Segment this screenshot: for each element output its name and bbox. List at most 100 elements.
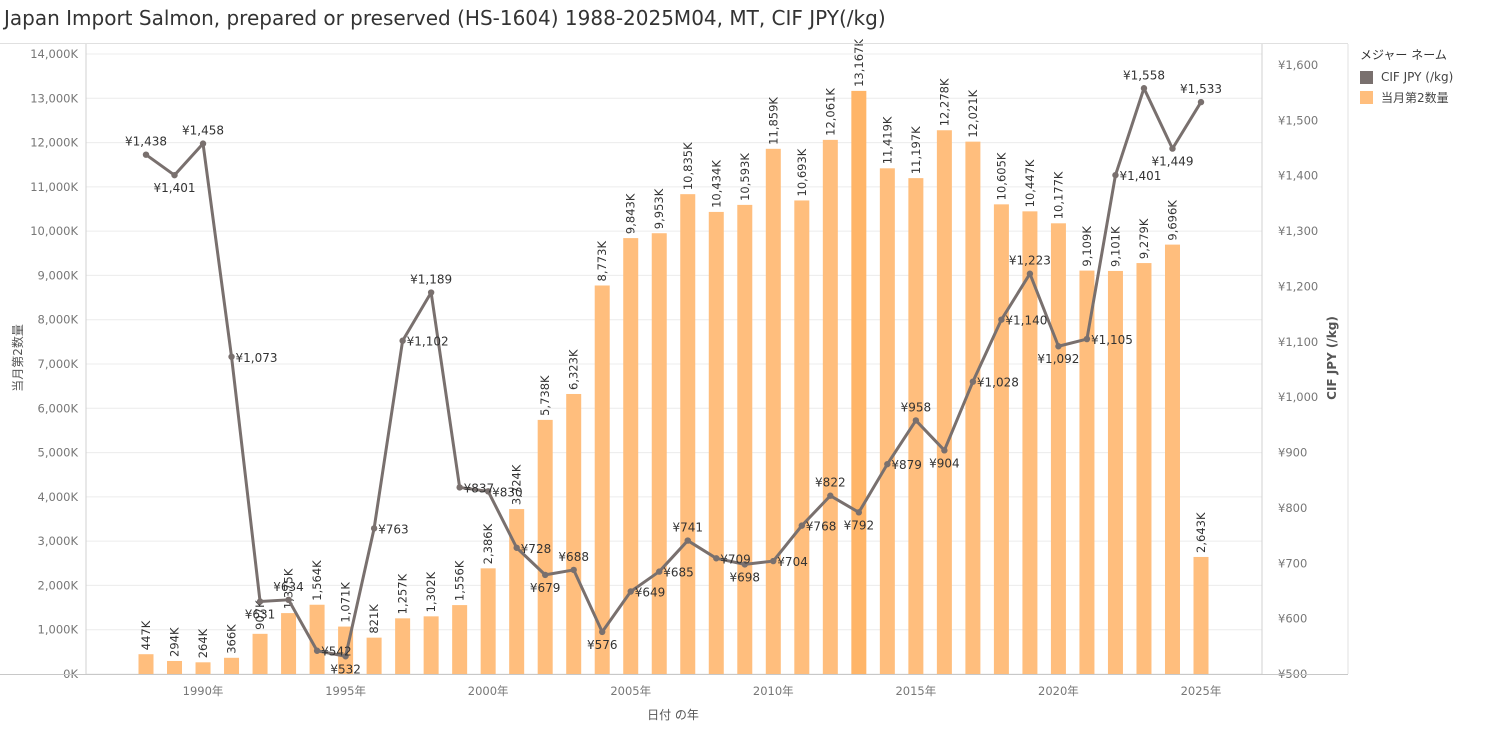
legend-item-quantity[interactable]: 当月第2数量 (1360, 87, 1453, 107)
line-point[interactable] (1083, 335, 1091, 343)
line-point[interactable] (1140, 85, 1148, 92)
line-point[interactable] (399, 337, 406, 344)
line-point[interactable] (827, 492, 834, 499)
line-point[interactable] (798, 522, 806, 529)
bar[interactable] (1164, 244, 1180, 674)
line-point[interactable] (912, 417, 920, 424)
left-tick-label: 4,000K (38, 490, 79, 504)
line-point[interactable] (1112, 171, 1119, 179)
x-tick-label: 2005年 (610, 684, 651, 698)
line-point[interactable] (656, 568, 663, 575)
bar[interactable] (1107, 270, 1123, 674)
bar[interactable] (252, 633, 268, 674)
line-point[interactable] (456, 484, 463, 491)
right-tick-label: ¥1,300 (1278, 224, 1318, 238)
bar[interactable] (566, 393, 582, 674)
line-point-label: ¥1,449 (1151, 155, 1193, 169)
line-point[interactable] (884, 460, 891, 468)
bar[interactable] (1136, 263, 1152, 674)
bar[interactable] (851, 90, 867, 674)
line-series-cif-jpy[interactable] (145, 86, 1203, 658)
line-point[interactable] (570, 566, 577, 574)
bar[interactable] (167, 660, 183, 674)
bar[interactable] (395, 618, 411, 674)
legend-swatch-cif-jpy (1360, 70, 1373, 84)
x-tick-label: 2020年 (1038, 684, 1079, 698)
line-point-label: ¥649 (635, 586, 666, 600)
line-point-label: ¥1,458 (182, 124, 224, 138)
bar[interactable] (309, 604, 325, 674)
bar[interactable] (822, 139, 838, 674)
bar[interactable] (623, 238, 639, 675)
bar[interactable] (480, 568, 496, 674)
line-point[interactable] (541, 571, 549, 579)
line-point-label: ¥688 (558, 550, 589, 564)
bar[interactable] (423, 616, 439, 674)
bar-label: 12,278K (937, 78, 951, 126)
bar[interactable] (879, 168, 895, 674)
bar[interactable] (708, 211, 724, 674)
bar[interactable] (452, 605, 468, 674)
line-point[interactable] (855, 509, 863, 516)
bar[interactable] (965, 141, 981, 675)
line-point[interactable] (285, 596, 292, 604)
bar[interactable] (138, 654, 154, 674)
line-point[interactable] (313, 647, 321, 654)
bar[interactable] (908, 178, 924, 674)
line-point-label: ¥830 (492, 485, 523, 499)
bar[interactable] (1050, 223, 1066, 674)
line-point[interactable] (1055, 343, 1062, 350)
bar[interactable] (594, 285, 610, 674)
line-point-label: ¥1,073 (236, 351, 278, 365)
right-tick-label: ¥1,600 (1278, 58, 1318, 72)
bar[interactable] (1079, 270, 1095, 674)
line-point[interactable] (599, 628, 606, 636)
bar[interactable] (224, 657, 240, 674)
bar-label: 821K (367, 604, 381, 634)
bar-label: 9,843K (624, 193, 638, 234)
bar[interactable] (1022, 211, 1038, 674)
line-point[interactable] (941, 447, 948, 454)
legend: メジャー ネーム CIF JPY (/kg) 当月第2数量 (1360, 46, 1453, 107)
bar[interactable] (537, 419, 553, 674)
line-point[interactable] (228, 353, 235, 360)
bar[interactable] (680, 194, 696, 674)
legend-item-cif-jpy[interactable]: CIF JPY (/kg) (1360, 67, 1453, 87)
line-point[interactable] (969, 378, 977, 385)
line-point[interactable] (256, 598, 264, 605)
line-point[interactable] (513, 544, 520, 551)
line-point-label: ¥768 (806, 520, 837, 534)
line-point[interactable] (484, 488, 492, 495)
line-point[interactable] (427, 289, 435, 296)
line-point[interactable] (998, 316, 1005, 323)
bar[interactable] (509, 509, 525, 674)
bar[interactable] (366, 637, 382, 674)
bar[interactable] (936, 130, 952, 674)
line-point[interactable] (370, 525, 378, 532)
bar[interactable] (993, 204, 1009, 674)
line-point[interactable] (171, 171, 178, 179)
bar[interactable] (765, 148, 781, 674)
bar-label: 5,738K (538, 375, 552, 416)
bar[interactable] (651, 233, 667, 674)
line-point[interactable] (713, 555, 720, 562)
line-point[interactable] (770, 557, 777, 565)
line-point-label: ¥1,102 (407, 335, 449, 349)
line-point[interactable] (627, 588, 634, 595)
bar[interactable] (794, 200, 810, 674)
line-point-label: ¥904 (929, 456, 960, 470)
bar[interactable] (281, 613, 297, 674)
bar[interactable] (1193, 556, 1209, 674)
bar[interactable] (195, 662, 211, 674)
line-point[interactable] (199, 140, 207, 147)
line-point[interactable] (1197, 98, 1205, 106)
bar[interactable] (737, 204, 753, 675)
bar-label: 12,061K (823, 88, 837, 136)
line-point[interactable] (342, 653, 349, 660)
line-point[interactable] (1026, 270, 1034, 277)
line-point[interactable] (1169, 145, 1176, 152)
line-point[interactable] (142, 151, 150, 158)
line-point[interactable] (684, 537, 691, 544)
line-point-label: ¥698 (730, 570, 761, 584)
line-point[interactable] (741, 561, 748, 568)
